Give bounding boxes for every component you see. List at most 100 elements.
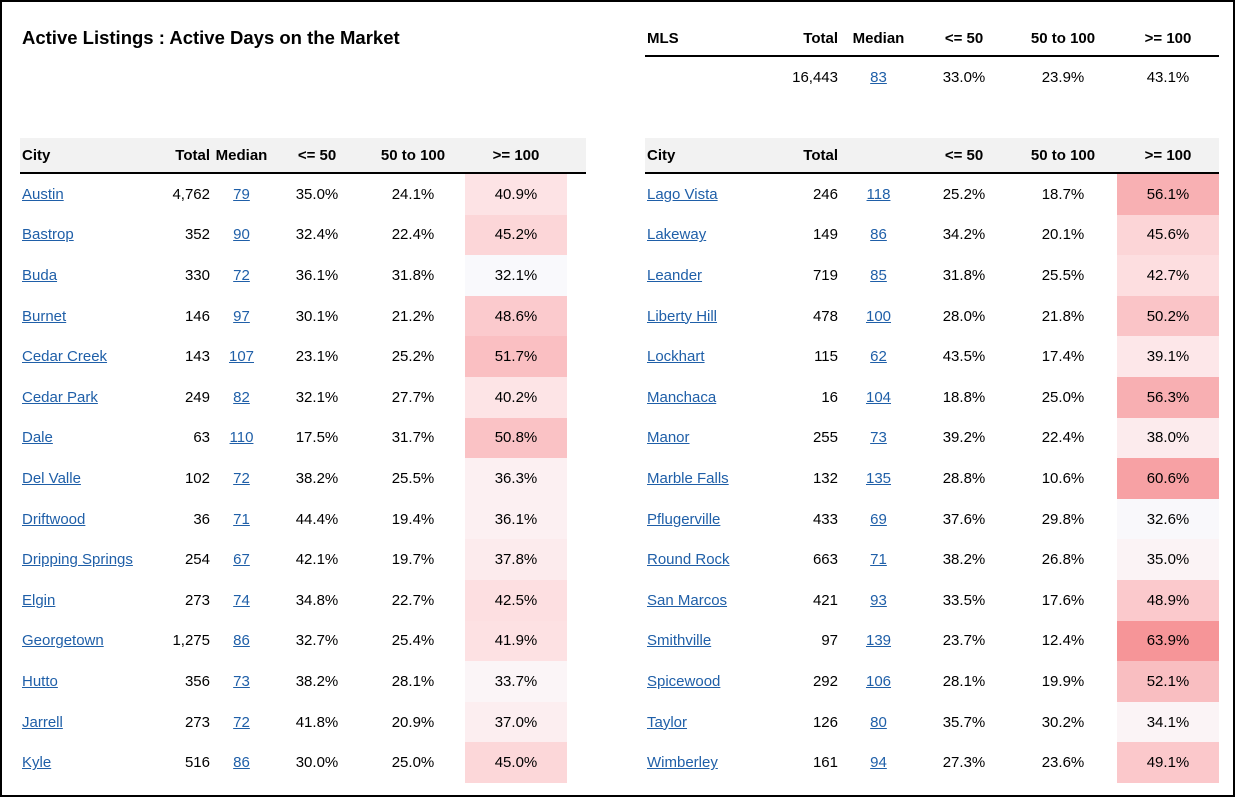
median-link[interactable]: 73 — [870, 429, 887, 447]
median-link[interactable]: 80 — [870, 713, 887, 731]
mid-cell: 20.9% — [391, 713, 435, 731]
median-link[interactable]: 93 — [870, 591, 887, 609]
city-link[interactable]: Buda — [22, 266, 58, 284]
median-link[interactable]: 106 — [865, 672, 892, 690]
median-cell: 118 — [838, 174, 919, 215]
city-link[interactable]: Dale — [22, 429, 53, 447]
total-cell: 478 — [812, 307, 838, 325]
mid-cell: 21.2% — [391, 307, 435, 325]
city-link[interactable]: Hutto — [22, 672, 58, 690]
median-cell: 73 — [210, 661, 273, 702]
mid-cell: 22.7% — [391, 591, 435, 609]
table-row: Kyle 516 86 30.0% 25.0% 45.0% — [20, 742, 586, 783]
median-link[interactable]: 69 — [870, 510, 887, 528]
mid-cell: 19.9% — [1041, 672, 1085, 690]
city-link[interactable]: Manchaca — [647, 388, 717, 406]
city-name: San Marcos — [645, 580, 775, 621]
city-link[interactable]: Round Rock — [647, 551, 730, 569]
city-link[interactable]: Lakeway — [647, 226, 707, 244]
header-ge100: >= 100 — [492, 146, 540, 164]
city-link[interactable]: Marble Falls — [647, 469, 729, 487]
total-cell: 249 — [184, 388, 210, 406]
median-link[interactable]: 86 — [233, 632, 250, 650]
le50-cell: 32.7% — [295, 632, 339, 650]
mid-cell: 25.4% — [391, 632, 435, 650]
header-city: City — [647, 146, 676, 164]
median-cell: 83 — [838, 57, 919, 98]
table-row: San Marcos 421 93 33.5% 17.6% 48.9% — [645, 579, 1219, 621]
total-cell: 246 — [812, 185, 838, 203]
median-link[interactable]: 135 — [865, 469, 892, 487]
le50-cell: 35.7% — [942, 713, 986, 731]
median-link[interactable]: 85 — [870, 266, 887, 284]
median-link[interactable]: 62 — [870, 348, 887, 366]
city-link[interactable]: Cedar Park — [22, 388, 98, 406]
city-link[interactable]: Cedar Creek — [22, 348, 108, 366]
city-name: Lockhart — [645, 336, 775, 377]
total-cell: 63 — [193, 429, 210, 447]
city-link[interactable]: Jarrell — [22, 713, 63, 731]
city-link[interactable]: Leander — [647, 266, 703, 284]
median-link[interactable]: 74 — [233, 591, 250, 609]
city-link[interactable]: Taylor — [647, 713, 688, 731]
city-link[interactable]: Burnet — [22, 307, 67, 325]
median-link[interactable]: 71 — [870, 551, 887, 569]
median-link[interactable]: 97 — [233, 307, 250, 325]
city-link[interactable]: Lago Vista — [647, 185, 718, 203]
city-link[interactable]: Lockhart — [647, 348, 705, 366]
city-name: Wimberley — [645, 742, 775, 783]
city-link[interactable]: San Marcos — [647, 591, 728, 609]
ge100-cell: 51.7% — [465, 336, 567, 377]
median-link[interactable]: 82 — [233, 388, 250, 406]
le50-cell: 42.1% — [295, 551, 339, 569]
median-link[interactable]: 86 — [233, 754, 250, 772]
city-link[interactable]: Wimberley — [647, 754, 718, 772]
median-link[interactable]: 72 — [233, 713, 250, 731]
median-cell: 72 — [210, 702, 273, 743]
median-link[interactable]: 83 — [870, 68, 887, 86]
city-table-left: City Total Median <= 50 50 to 100 >= 100 Aust… — [20, 138, 586, 783]
median-cell: 73 — [838, 418, 919, 459]
ge100-cell: 41.9% — [465, 620, 567, 662]
city-link[interactable]: Pflugerville — [647, 510, 721, 528]
ge100-cell: 36.3% — [465, 458, 567, 499]
city-link[interactable]: Kyle — [22, 754, 52, 772]
median-cell: 100 — [838, 296, 919, 337]
median-link[interactable]: 79 — [233, 185, 250, 203]
ge100-cell: 52.1% — [1117, 661, 1219, 702]
median-link[interactable]: 72 — [233, 469, 250, 487]
city-link[interactable]: Del Valle — [22, 469, 81, 487]
header-total: Total — [803, 146, 838, 164]
median-link[interactable]: 72 — [233, 266, 250, 284]
median-link[interactable]: 94 — [870, 754, 887, 772]
median-link[interactable]: 118 — [866, 185, 891, 203]
median-link[interactable]: 110 — [229, 429, 254, 447]
ge100-cell: 39.1% — [1117, 336, 1219, 377]
ge100-cell: 43.1% — [1146, 68, 1190, 86]
median-link[interactable]: 67 — [233, 551, 250, 569]
median-link[interactable]: 104 — [865, 388, 892, 406]
city-link[interactable]: Manor — [647, 429, 690, 447]
city-name: Kyle — [20, 742, 145, 783]
city-link[interactable]: Smithville — [647, 632, 712, 650]
median-link[interactable]: 71 — [233, 510, 250, 528]
median-link[interactable]: 86 — [870, 226, 887, 244]
le50-cell: 30.0% — [295, 754, 339, 772]
median-link[interactable]: 100 — [865, 307, 892, 325]
city-link[interactable]: Liberty Hill — [647, 307, 718, 325]
city-name: Cedar Creek — [20, 336, 145, 377]
table-row: Buda 330 72 36.1% 31.8% 32.1% — [20, 255, 586, 296]
city-link[interactable]: Spicewood — [647, 672, 721, 690]
city-name: Hutto — [20, 661, 145, 702]
median-cell: 71 — [838, 539, 919, 580]
median-link[interactable]: 90 — [233, 226, 250, 244]
city-link[interactable]: Driftwood — [22, 510, 86, 528]
city-link[interactable]: Georgetown — [22, 632, 104, 650]
median-link[interactable]: 139 — [865, 632, 892, 650]
city-link[interactable]: Elgin — [22, 591, 56, 609]
median-link[interactable]: 73 — [233, 672, 250, 690]
city-link[interactable]: Bastrop — [22, 226, 74, 244]
city-link[interactable]: Austin — [22, 185, 64, 203]
median-link[interactable]: 107 — [228, 348, 255, 366]
city-link[interactable]: Dripping Springs — [22, 551, 133, 569]
